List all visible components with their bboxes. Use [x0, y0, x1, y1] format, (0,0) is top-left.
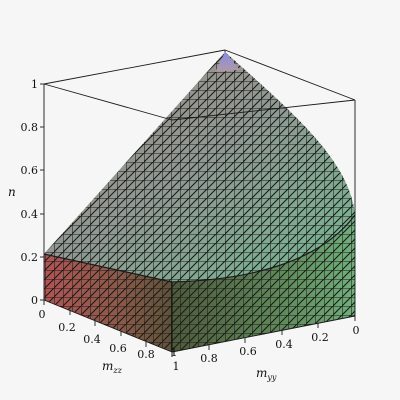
surface-apex — [215, 52, 240, 72]
myy-tick-label-1: 0.8 — [200, 352, 218, 365]
myy-axis-title: myy — [256, 366, 277, 382]
mzz-tick-label-2: 0.4 — [83, 333, 101, 346]
n-axis: 0 0.2 0.4 0.6 0.8 1 n — [8, 78, 44, 307]
myy-tick-label-2: 0.6 — [239, 345, 257, 358]
myy-axis: 1 0.8 0.6 0.4 0.2 0 myy — [171, 316, 360, 382]
n-tick-label-0: 0 — [31, 294, 38, 307]
myy-tick-label-5: 0 — [353, 324, 360, 337]
n-tick-label-5: 1 — [31, 78, 38, 91]
n-axis-title: n — [8, 185, 16, 199]
plot-box-front — [43, 83, 356, 353]
mzz-tick-label-3: 0.6 — [109, 342, 127, 355]
mzz-tick-label-0: 0 — [39, 308, 46, 321]
n-tick-label-1: 0.2 — [21, 251, 39, 264]
n-tick-label-4: 0.8 — [21, 121, 39, 134]
n-tick-label-2: 0.4 — [21, 208, 39, 221]
mzz-tick-label-5: 1 — [171, 346, 178, 359]
mzz-axis-title: mzz — [102, 359, 123, 375]
mzz-axis: 0 0.2 0.4 0.6 0.8 1 mzz — [39, 300, 178, 375]
myy-tick-label-4: 0.2 — [311, 331, 329, 344]
surface-body — [43, 52, 356, 352]
myy-tick-label-3: 0.4 — [275, 338, 293, 351]
mzz-tick-label-4: 0.8 — [137, 348, 155, 361]
myy-tick-label-0: 1 — [173, 360, 180, 373]
mzz-tick-label-1: 0.2 — [58, 321, 76, 334]
n-tick-label-3: 0.6 — [21, 164, 39, 177]
